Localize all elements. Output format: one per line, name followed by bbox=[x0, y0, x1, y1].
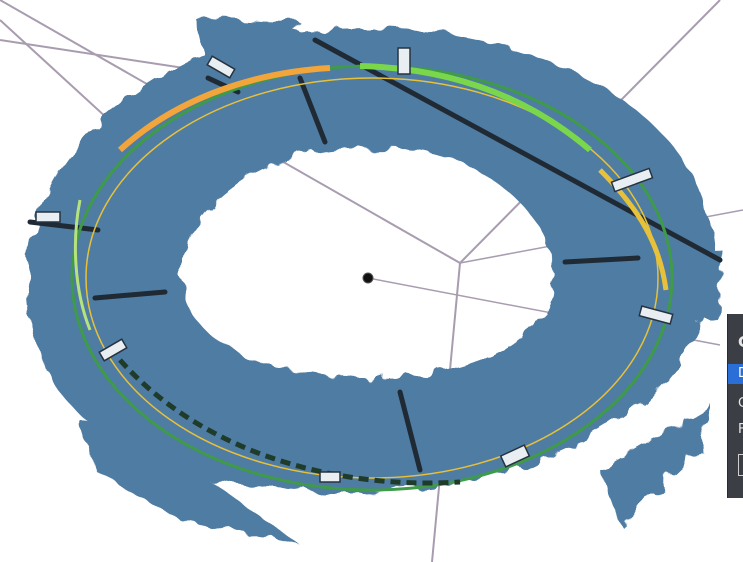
ring-inner bbox=[85, 77, 659, 479]
rail-spoke-1 bbox=[297, 75, 328, 145]
panel-title: C bbox=[728, 332, 743, 352]
axis-line-left bbox=[0, 19, 121, 131]
point-cloud-fragment-bottom-left bbox=[80, 420, 300, 545]
ring-segment-dark bbox=[118, 358, 461, 486]
rail-spoke-4 bbox=[562, 255, 641, 265]
fixture-5 bbox=[98, 338, 128, 362]
panel-item[interactable]: C bbox=[728, 394, 743, 414]
fixtures bbox=[35, 47, 674, 483]
side-panel: C D C F bbox=[727, 314, 743, 498]
point-cloud bbox=[26, 18, 722, 545]
rail-spoke-2 bbox=[92, 289, 168, 301]
fixture-1 bbox=[206, 55, 236, 79]
fixture-7 bbox=[499, 444, 531, 468]
point-cloud-fragment-bottom-right bbox=[600, 405, 712, 525]
ring-segment-green bbox=[359, 63, 592, 153]
point-cloud-body bbox=[26, 28, 713, 494]
fixture-4 bbox=[35, 211, 61, 223]
panel-checkbox[interactable] bbox=[738, 454, 743, 476]
fixture-8 bbox=[319, 471, 341, 483]
ring-segment-light bbox=[73, 199, 92, 331]
rail-spoke-3 bbox=[397, 389, 423, 473]
fixture-2 bbox=[397, 47, 411, 75]
fixture-3 bbox=[610, 167, 654, 193]
origin-marker[interactable] bbox=[362, 272, 374, 284]
rails bbox=[27, 37, 723, 473]
panel-item[interactable]: F bbox=[728, 420, 743, 440]
panel-item-selected[interactable]: D bbox=[728, 364, 743, 384]
rail-spoke-5 bbox=[27, 219, 101, 233]
point-cloud-fragment-top bbox=[195, 18, 300, 62]
rail-top-right bbox=[312, 37, 723, 263]
fixture-6 bbox=[638, 305, 674, 325]
ring-segment-orange bbox=[117, 65, 331, 153]
